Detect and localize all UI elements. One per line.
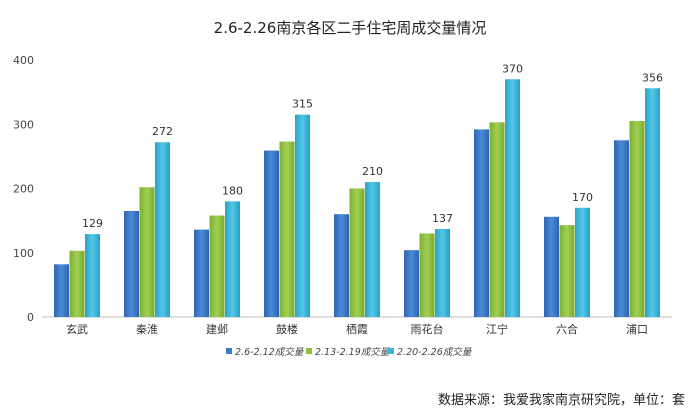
bar-雨花台-2.20-2.26成交量 xyxy=(435,228,450,317)
bar-秦淮-2.20-2.26成交量 xyxy=(155,142,170,317)
legend: 2.6-2.12成交量 2.13-2.19成交量 2.20-2.26成交量 xyxy=(226,346,473,358)
y-axis: 0 100 200 300 400 xyxy=(13,54,34,324)
data-labels-group: 129 272 180 315 210 137 370 170 356 xyxy=(82,62,663,230)
data-label: 315 xyxy=(292,98,313,111)
y-tick-label: 300 xyxy=(13,118,34,131)
data-label: 272 xyxy=(152,125,173,138)
bar-江宁-2.20-2.26成交量 xyxy=(505,79,520,318)
legend-label: 2.13-2.19成交量 xyxy=(315,346,391,358)
x-tick-label: 江宁 xyxy=(486,322,508,336)
bar-栖霞-2.6-2.12成交量 xyxy=(334,214,349,317)
bars-group xyxy=(54,79,660,318)
y-tick-label: 0 xyxy=(27,311,34,324)
bar-鼓楼-2.6-2.12成交量 xyxy=(264,150,279,317)
bar-秦淮-2.6-2.12成交量 xyxy=(124,210,139,317)
data-label: 170 xyxy=(572,191,593,204)
bar-雨花台-2.6-2.12成交量 xyxy=(404,250,419,317)
bar-浦口-2.6-2.12成交量 xyxy=(614,140,629,317)
bar-建邺-2.20-2.26成交量 xyxy=(225,201,240,317)
x-tick-label: 建邺 xyxy=(206,322,228,336)
bar-栖霞-2.20-2.26成交量 xyxy=(365,182,380,317)
bar-鼓楼-2.13-2.19成交量 xyxy=(279,141,295,317)
bar-江宁-2.6-2.12成交量 xyxy=(474,129,489,317)
bar-鼓楼-2.20-2.26成交量 xyxy=(295,114,310,317)
data-label: 180 xyxy=(222,184,243,197)
bar-六合-2.13-2.19成交量 xyxy=(559,225,575,317)
x-tick-label: 鼓楼 xyxy=(276,322,298,336)
bar-秦淮-2.13-2.19成交量 xyxy=(139,187,155,317)
y-tick-label: 100 xyxy=(13,247,34,260)
source-footnote: 数据来源：我爱我家南京研究院，单位：套 xyxy=(437,393,685,408)
bar-浦口-2.20-2.26成交量 xyxy=(645,88,660,318)
x-tick-label: 秦淮 xyxy=(136,322,158,336)
legend-swatch xyxy=(388,348,394,354)
bar-雨花台-2.13-2.19成交量 xyxy=(419,233,435,317)
bar-江宁-2.13-2.19成交量 xyxy=(489,122,505,317)
bar-玄武-2.13-2.19成交量 xyxy=(69,250,85,317)
legend-label: 2.20-2.26成交量 xyxy=(397,346,473,358)
x-tick-labels: 玄武 秦淮 建邺 鼓楼 栖霞 雨花台 江宁 六合 浦口 xyxy=(66,322,648,336)
data-label: 356 xyxy=(642,71,663,84)
bar-栖霞-2.13-2.19成交量 xyxy=(349,188,365,317)
y-tick-label: 200 xyxy=(13,183,34,196)
x-tick-label: 浦口 xyxy=(626,323,648,336)
bar-六合-2.6-2.12成交量 xyxy=(544,216,559,317)
x-tick-label: 雨花台 xyxy=(411,322,444,336)
bar-建邺-2.13-2.19成交量 xyxy=(209,215,225,317)
chart-title: 2.6-2.26南京各区二手住宅周成交量情况 xyxy=(214,19,487,37)
data-label: 129 xyxy=(82,217,103,230)
data-label: 370 xyxy=(502,62,523,75)
data-label: 137 xyxy=(432,212,453,225)
legend-swatch xyxy=(226,348,232,354)
legend-swatch xyxy=(306,348,312,354)
x-tick-label: 栖霞 xyxy=(346,322,368,336)
data-label: 210 xyxy=(362,165,383,178)
bar-玄武-2.6-2.12成交量 xyxy=(54,264,69,317)
x-tick-label: 六合 xyxy=(556,322,578,336)
bar-建邺-2.6-2.12成交量 xyxy=(194,229,209,317)
x-tick-label: 玄武 xyxy=(66,322,88,336)
y-tick-label: 400 xyxy=(13,54,34,67)
bar-浦口-2.13-2.19成交量 xyxy=(629,121,645,317)
bar-六合-2.20-2.26成交量 xyxy=(575,207,590,317)
legend-label: 2.6-2.12成交量 xyxy=(235,346,305,358)
bar-玄武-2.20-2.26成交量 xyxy=(85,234,100,317)
